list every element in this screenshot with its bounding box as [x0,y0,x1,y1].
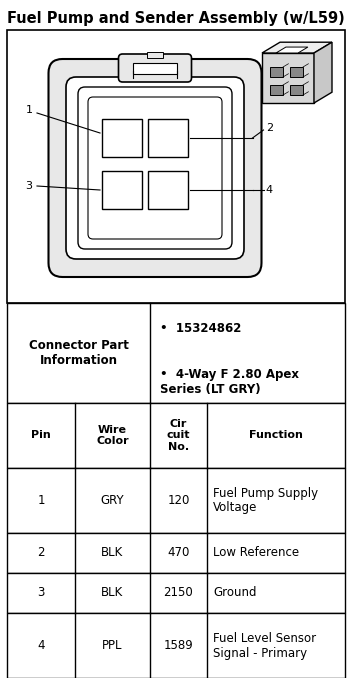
Bar [7,30,345,303]
Text: 120: 120 [167,494,190,507]
Bar [7,533,345,573]
Text: Wire
Color: Wire Color [96,424,129,446]
Bar [7,613,345,678]
Bar [290,67,303,77]
Bar [102,119,142,157]
Bar [147,52,163,58]
Text: 4: 4 [266,185,273,195]
Text: •  4-Way F 2.80 Apex
Series (LT GRY): • 4-Way F 2.80 Apex Series (LT GRY) [160,368,299,396]
Polygon shape [276,47,308,53]
Text: 1: 1 [37,494,45,507]
Text: Connector Part
Information: Connector Part Information [29,339,128,367]
Text: 3: 3 [37,586,45,599]
Bar [7,468,345,533]
Text: GRY: GRY [101,494,124,507]
Text: Function: Function [249,431,303,441]
Bar [133,63,177,74]
Text: Cir
cuit
No.: Cir cuit No. [167,419,190,452]
Text: 2: 2 [266,123,273,133]
Bar [262,53,314,103]
Text: Low Reference: Low Reference [213,546,299,559]
Text: 1589: 1589 [164,639,193,652]
Bar [148,119,188,157]
Text: BLK: BLK [101,546,124,559]
Bar [148,171,188,209]
Text: Ground: Ground [213,586,257,599]
Bar [7,573,345,613]
Text: Fuel Level Sensor
Signal - Primary: Fuel Level Sensor Signal - Primary [213,631,316,660]
Text: Pin: Pin [31,431,51,441]
Polygon shape [262,42,332,53]
Text: BLK: BLK [101,586,124,599]
Text: Fuel Pump Supply
Voltage: Fuel Pump Supply Voltage [213,487,318,515]
Bar [270,67,283,77]
Bar [7,303,345,403]
Text: 2: 2 [37,546,45,559]
Bar [102,171,142,209]
FancyBboxPatch shape [49,59,262,277]
Bar [7,403,345,468]
Text: •  15324862: • 15324862 [160,321,241,334]
Text: PPL: PPL [102,639,123,652]
FancyBboxPatch shape [66,77,244,259]
Text: 470: 470 [167,546,190,559]
Text: Fuel Pump and Sender Assembly (w/L59): Fuel Pump and Sender Assembly (w/L59) [7,11,345,26]
Text: 2150: 2150 [164,586,193,599]
Text: 3: 3 [25,181,32,191]
Polygon shape [314,42,332,103]
FancyBboxPatch shape [119,54,191,82]
Text: 4: 4 [37,639,45,652]
FancyBboxPatch shape [88,97,222,239]
Text: 1: 1 [25,105,32,115]
Bar [290,85,303,95]
FancyBboxPatch shape [78,87,232,249]
Bar [270,85,283,95]
